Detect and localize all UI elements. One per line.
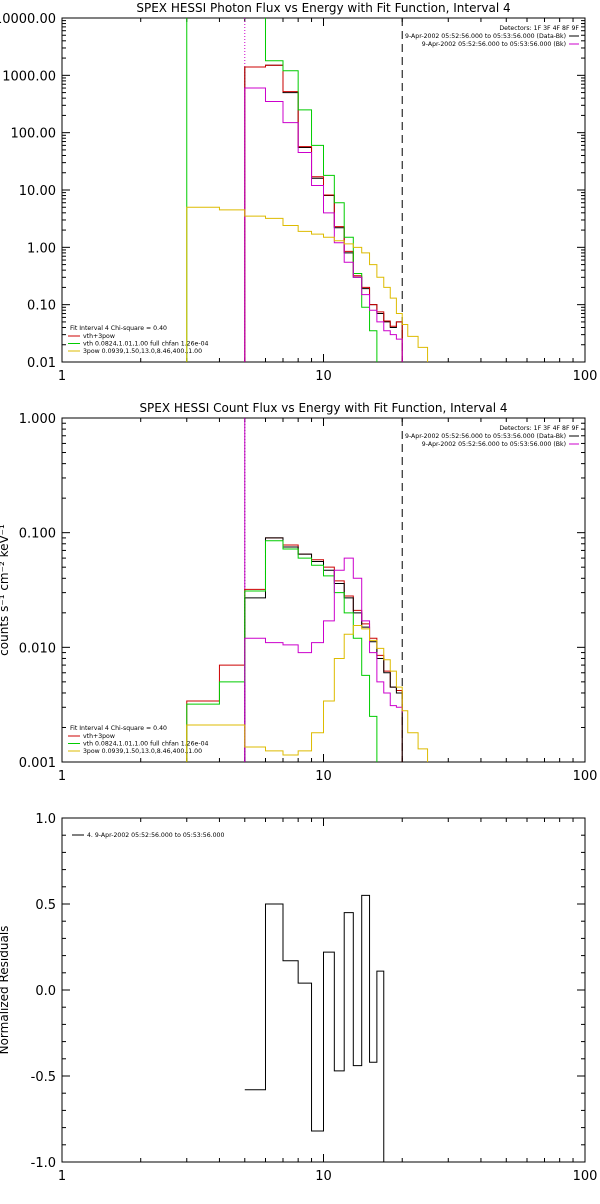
y-tick-label: 0.0 (35, 984, 56, 999)
series-line-1 (244, 64, 403, 362)
series-group (244, 894, 385, 1162)
series-line-3 (186, 540, 378, 762)
y-axis-label: counts s⁻¹ cm⁻² keV⁻¹ (0, 524, 11, 656)
legend-entry: 9-Apr-2002 05:52:56.000 to 05:53:56.000 … (405, 433, 566, 440)
legend-entry: 9-Apr-2002 05:52:56.000 to 05:53:56.000 … (422, 41, 566, 48)
series-line-3 (186, 18, 378, 362)
y-tick-label: 0.100 (19, 527, 56, 542)
legend-fit-header: Fit Interval 4 Chi-square = 0.40 (70, 725, 167, 732)
legend-entry: vth 0.0824,1.01,1.00 full chfan 1.26e-04 (83, 741, 209, 748)
y-tick-label: -0.5 (31, 1070, 56, 1085)
y-tick-label: 1000.00 (2, 69, 56, 84)
x-tick-label: 100 (573, 369, 598, 384)
legend-entry: 9-Apr-2002 05:52:56.000 to 05:53:56.000 … (405, 33, 566, 40)
x-tick-label: 10 (315, 769, 332, 784)
y-tick-label: 1.00 (27, 241, 56, 256)
chart-title: SPEX HESSI Count Flux vs Energy with Fit… (139, 401, 507, 415)
y-tick-label: 100.00 (11, 127, 57, 142)
legend-header: Detectors: 1F 3F 4F 8F 9F (499, 425, 579, 432)
legend-entry: 4. 9-Apr-2002 05:52:56.000 to 05:53:56.0… (87, 832, 224, 839)
legend-fit-header: Fit Interval 4 Chi-square = 0.40 (70, 325, 167, 332)
x-tick-label: 100 (573, 769, 598, 784)
series-line-5 (186, 625, 429, 762)
series-line-1 (186, 537, 403, 762)
y-tick-label: -1.0 (31, 1156, 56, 1171)
legend-entry: 3pow 0.0939,1.50,13.0,8.46,400.,1.00 (83, 348, 202, 355)
y-axis-label: Normalized Residuals (0, 926, 11, 1055)
series-line-1 (244, 894, 385, 1162)
y-tick-label: 0.5 (35, 898, 56, 913)
chart-panel-3: Normalized Residuals 1 10 100 1.0 0.5 0.0 -0.5 -… (0, 812, 597, 1184)
y-tick-label: 0.001 (19, 756, 56, 771)
y-tick-label: 10000.00 (0, 12, 56, 27)
chart-panel-1: SPEX HESSI Photon Flux vs Energy with Fi… (0, 1, 597, 384)
series-line-5 (186, 206, 429, 362)
x-tick-label: 1 (58, 1169, 66, 1184)
chart-title: SPEX HESSI Photon Flux vs Energy with Fi… (136, 1, 510, 15)
x-tick-label: 100 (573, 1169, 598, 1184)
x-tick-label: 10 (315, 369, 332, 384)
y-tick-label: 1.000 (19, 412, 56, 427)
legend-entry: vth+3pow (83, 333, 115, 340)
x-tick-label: 1 (58, 369, 66, 384)
series-line-2 (244, 537, 403, 762)
y-tick-label: 1.0 (35, 812, 56, 827)
series-line-4 (244, 87, 403, 362)
legend-header: Detectors: 1F 3F 4F 8F 9F (499, 25, 579, 32)
series-group (186, 537, 429, 762)
legend-entry: vth+3pow (83, 733, 115, 740)
x-tick-label: 10 (315, 1169, 332, 1184)
chart-panel-2: SPEX HESSI Count Flux vs Energy with Fit… (0, 401, 597, 784)
series-group (186, 18, 429, 362)
legend-entry: 3pow 0.0939,1.50,13.0,8.46,400.,1.00 (83, 748, 202, 755)
series-line-2 (244, 64, 403, 362)
y-tick-label: 0.10 (27, 299, 56, 314)
y-tick-label: 10.00 (19, 184, 56, 199)
legend-entry: 9-Apr-2002 05:52:56.000 to 05:53:56.000 … (422, 441, 566, 448)
x-tick-label: 1 (58, 769, 66, 784)
series-line-4 (244, 557, 403, 762)
y-tick-label: 0.010 (19, 641, 56, 656)
y-tick-label: 0.01 (27, 356, 56, 371)
legend-entry: vth 0.0824,1.01,1.00 full chfan 1.26e-04 (83, 341, 209, 348)
